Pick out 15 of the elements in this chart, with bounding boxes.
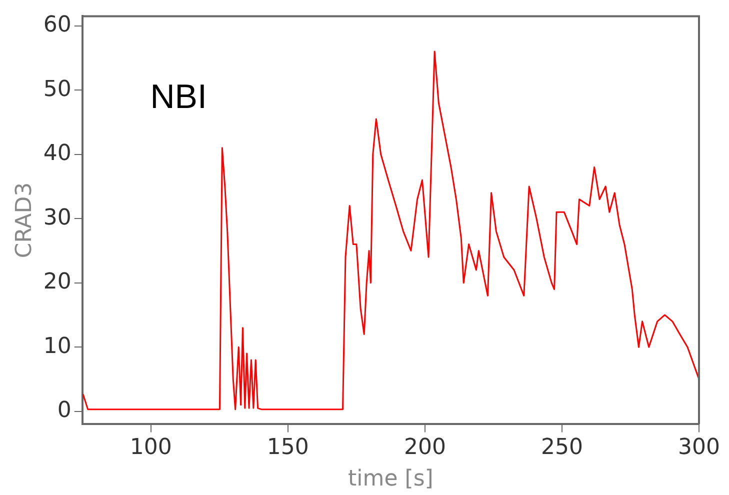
x-tick-label: 100 (130, 435, 172, 460)
y-tick-label: 10 (43, 334, 72, 359)
x-tick-label: 250 (540, 435, 583, 460)
y-tick-label: 30 (43, 205, 72, 230)
y-tick-label: 60 (43, 12, 72, 38)
y-tick-label: 50 (43, 76, 72, 102)
y-axis-title: CRAD3 (12, 182, 37, 258)
x-tick-label: 200 (404, 435, 446, 460)
y-tick-label: 40 (43, 141, 72, 166)
y-tick-label: 20 (43, 270, 72, 295)
x-tick-label: 300 (678, 435, 720, 460)
x-axis-title: time [s] (348, 466, 434, 492)
annotation: NBI (150, 78, 207, 116)
x-tick-label: 150 (266, 435, 309, 460)
y-tick-label: 0 (57, 398, 72, 424)
